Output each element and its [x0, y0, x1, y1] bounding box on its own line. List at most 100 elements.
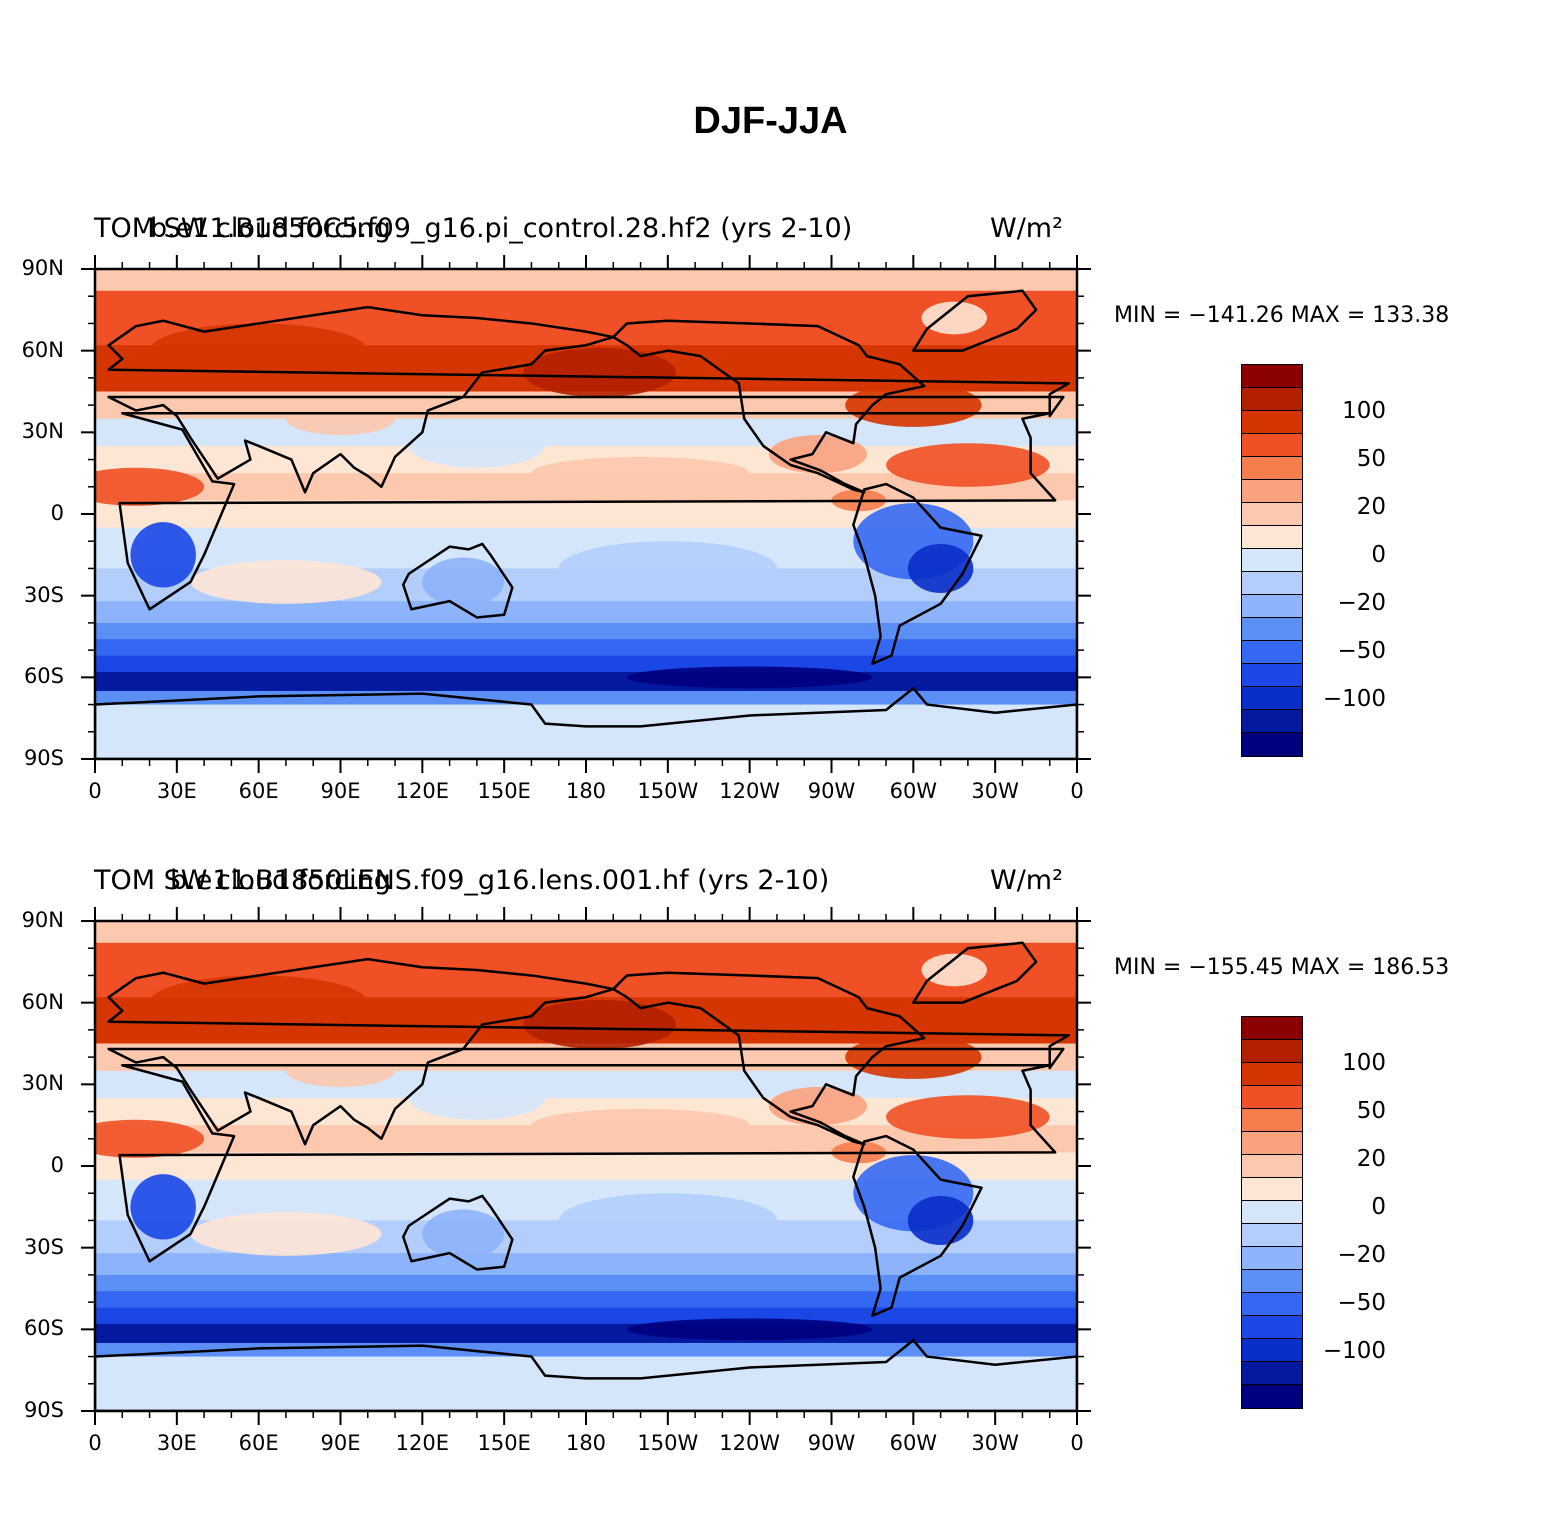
field-blob: [95, 1119, 205, 1158]
lon-tick-label: 90E: [320, 779, 361, 803]
field-blob: [907, 543, 974, 593]
colorbar-label: 100: [1342, 398, 1386, 424]
field-blob: [95, 467, 205, 506]
coastline: [912, 289, 1038, 352]
field-blob: [886, 1095, 1050, 1139]
coastline: [95, 1338, 1077, 1411]
colorbar-segment: [1242, 549, 1302, 572]
lon-tick-label: 180: [565, 779, 607, 803]
colorbar-segment: [1242, 733, 1302, 756]
field-blob: [845, 383, 982, 427]
field-band: [95, 1291, 1077, 1309]
coastline: [612, 971, 926, 1146]
field-blob: [523, 347, 677, 397]
lat-tick-label: 30S: [23, 1234, 64, 1259]
colorbar-segment: [1242, 1109, 1302, 1132]
colorbar-segment: [1242, 687, 1302, 710]
lon-tick-label: 60W: [889, 1431, 938, 1455]
colorbar-segment: [1242, 1063, 1302, 1086]
map-panel-bottom: TOM SW cloud forcing b.e11.B1850LENS.f09…: [0, 847, 1541, 1497]
colorbar-segment: [1242, 1293, 1302, 1316]
field-blob: [408, 1076, 546, 1120]
field-band: [95, 1253, 1077, 1276]
min-max-label: MIN = −141.26 MAX = 133.38: [1114, 303, 1450, 328]
field-blob: [130, 522, 196, 588]
field-blob: [886, 443, 1050, 487]
coastline: [107, 957, 1071, 1146]
lon-tick-label: 30E: [156, 1431, 197, 1455]
lat-tick-label: 60S: [23, 664, 64, 689]
field-band: [95, 269, 1077, 292]
colorbar-label: −50: [1337, 638, 1386, 664]
field-blob: [768, 1087, 867, 1126]
colorbar-segment: [1242, 1132, 1302, 1155]
colorbar-segment: [1242, 1201, 1302, 1224]
field-blob: [921, 301, 987, 335]
field-blob: [149, 323, 368, 378]
panel-left-title: TOM SW cloud forcing: [94, 865, 391, 896]
coastline: [912, 941, 1038, 1004]
lat-tick-label: 30S: [23, 582, 64, 607]
field-blob: [285, 1054, 396, 1088]
colorbar-segment: [1242, 572, 1302, 595]
colorbar: [1241, 364, 1303, 757]
field-blob: [531, 456, 750, 490]
field-band: [95, 671, 1077, 692]
field-blob: [845, 1035, 982, 1079]
field-band: [95, 655, 1077, 673]
lon-tick-label: 30W: [971, 1431, 1019, 1455]
lon-tick-label: 60E: [238, 1431, 279, 1455]
colorbar-segment: [1242, 618, 1302, 641]
field-blob: [907, 1195, 974, 1245]
colorbar-segment: [1242, 1339, 1302, 1362]
lat-tick-label: 0: [50, 501, 64, 525]
field-layer: [95, 921, 1077, 1411]
lon-tick-label: 150W: [637, 1431, 699, 1455]
lat-tick-label: 90S: [23, 1398, 64, 1422]
field-layer: [95, 269, 1077, 759]
lat-tick-label: 90S: [23, 746, 64, 770]
lon-tick-label: 90W: [807, 779, 856, 803]
lon-tick-label: 90E: [320, 1431, 361, 1455]
lon-tick-label: 60W: [889, 779, 938, 803]
lat-tick-label: 30N: [21, 419, 64, 444]
field-band: [95, 1307, 1077, 1325]
field-blob: [190, 1212, 382, 1256]
lon-tick-label: 30W: [971, 779, 1019, 803]
colorbar-label: −20: [1337, 1242, 1386, 1268]
map-plot-bottom: [81, 907, 1091, 1425]
panel-units: W/m²: [990, 865, 1063, 896]
field-blob: [558, 1193, 777, 1248]
field-band: [95, 601, 1077, 624]
colorbar-segment: [1242, 1086, 1302, 1109]
panel-center-title: b.e11.B1850C5.f09_g16.pi_control.28.hf2 …: [150, 213, 853, 244]
panel-left-title: TOM SW cloud forcing: [94, 213, 391, 244]
field-blob: [523, 999, 677, 1049]
colorbar-label: −50: [1337, 1290, 1386, 1316]
colorbar-segment: [1242, 1178, 1302, 1201]
colorbar-segment: [1242, 365, 1302, 388]
colorbar-label: 20: [1356, 494, 1386, 520]
colorbar-segment: [1242, 1362, 1302, 1385]
colorbar-segment: [1242, 1224, 1302, 1247]
colorbar-segment: [1242, 457, 1302, 480]
field-blob: [768, 435, 867, 474]
field-blob: [626, 666, 873, 689]
lat-tick-label: 90N: [21, 908, 64, 932]
colorbar-segment: [1242, 480, 1302, 503]
field-blob: [285, 402, 396, 436]
coastline: [95, 686, 1077, 759]
lon-tick-label: 120W: [719, 1431, 781, 1455]
colorbar-segment: [1242, 388, 1302, 411]
lat-tick-label: 60N: [21, 337, 64, 362]
field-blob: [408, 424, 546, 468]
map-panel-top: TOM SW cloud forcing b.e11.B1850C5.f09_g…: [0, 195, 1541, 845]
coastline: [118, 1064, 1057, 1263]
lon-tick-label: 30E: [156, 779, 197, 803]
field-blob: [558, 541, 777, 596]
lat-tick-label: 90N: [21, 256, 64, 280]
field-band: [95, 921, 1077, 944]
lon-tick-label: 60E: [238, 779, 279, 803]
field-blob: [190, 560, 382, 604]
field-band: [95, 1356, 1077, 1411]
